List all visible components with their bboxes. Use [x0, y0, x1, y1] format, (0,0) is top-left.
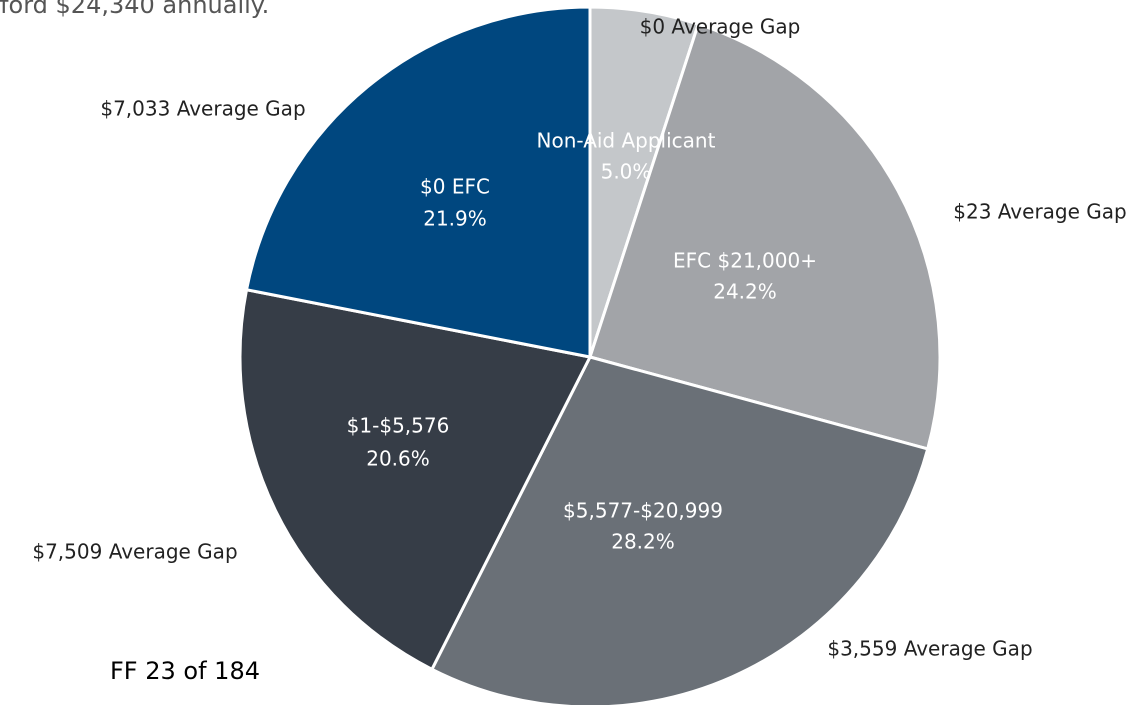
- slice-value: 24.2%: [713, 280, 777, 304]
- slice-label: $5,577-$20,999: [563, 499, 723, 523]
- slice-value: 20.6%: [366, 447, 430, 471]
- wedge: [244, 5, 592, 359]
- slice-label: $0 EFC: [420, 175, 490, 199]
- slice-value: 21.9%: [423, 207, 487, 231]
- slice-value: 5.0%: [601, 160, 652, 184]
- slice-value: 28.2%: [611, 530, 675, 554]
- wedge: [429, 355, 930, 705]
- slice-label: Non-Aid Applicant: [537, 129, 716, 153]
- gap-label: $7,509 Average Gap: [32, 540, 237, 564]
- wedge: [588, 22, 942, 451]
- gap-label: $3,559 Average Gap: [827, 637, 1032, 661]
- gap-label: $0 Average Gap: [640, 15, 801, 39]
- labels: Non-Aid Applicant 5.0% EFC $21,000+ 24.2% $5…: [32, 15, 1126, 661]
- footer: FF 23 of 184: [110, 657, 260, 685]
- gap-label: $7,033 Average Gap: [100, 97, 305, 121]
- slice-label: EFC $21,000+: [673, 249, 817, 273]
- gap-label: $23 Average Gap: [953, 200, 1126, 224]
- slice-label: $1-$5,576: [347, 414, 450, 438]
- pie: [238, 5, 942, 705]
- wedge: [238, 287, 593, 672]
- caption: fford $24,340 annually.: [0, 0, 269, 19]
